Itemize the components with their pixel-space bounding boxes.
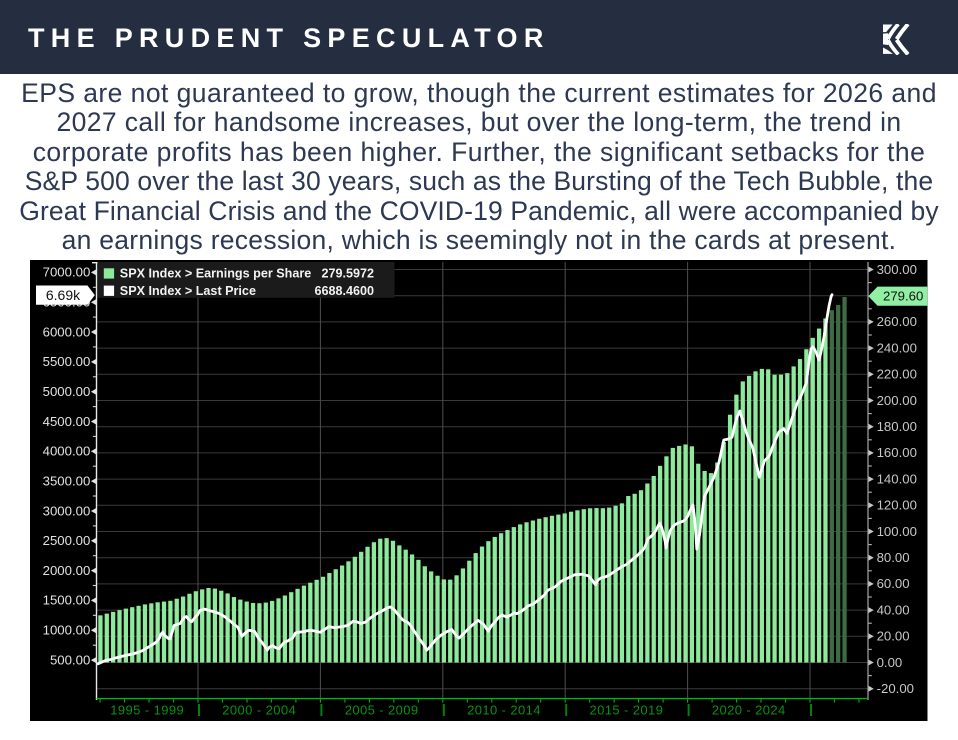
svg-text:4000.00: 4000.00 — [43, 444, 91, 459]
svg-text:120.00: 120.00 — [877, 498, 917, 513]
svg-text:160.00: 160.00 — [877, 445, 917, 460]
svg-text:1000.00: 1000.00 — [43, 623, 91, 638]
svg-text:2500.00: 2500.00 — [43, 533, 91, 548]
svg-text:2005 - 2009: 2005 - 2009 — [345, 703, 419, 718]
svg-text:-20.00: -20.00 — [877, 681, 914, 696]
svg-text:20.00: 20.00 — [877, 629, 910, 644]
svg-text:220.00: 220.00 — [877, 367, 917, 382]
svg-text:3000.00: 3000.00 — [43, 503, 91, 518]
svg-text:2000.00: 2000.00 — [43, 563, 91, 578]
svg-text:6688.4600: 6688.4600 — [314, 284, 374, 298]
svg-text:60.00: 60.00 — [877, 576, 910, 591]
svg-text:5000.00: 5000.00 — [43, 384, 91, 399]
svg-text:2020 - 2024: 2020 - 2024 — [712, 703, 786, 718]
svg-text:SPX Index > Earnings per Share: SPX Index > Earnings per Share — [120, 267, 311, 281]
svg-text:180.00: 180.00 — [877, 419, 917, 434]
svg-text:100.00: 100.00 — [877, 524, 917, 539]
svg-text:1995 - 1999: 1995 - 1999 — [110, 703, 184, 718]
svg-text:SPX Index > Last Price: SPX Index > Last Price — [120, 284, 256, 298]
svg-text:240.00: 240.00 — [877, 340, 917, 355]
svg-text:0.00: 0.00 — [877, 655, 903, 670]
svg-text:40.00: 40.00 — [877, 602, 910, 617]
svg-text:260.00: 260.00 — [877, 314, 917, 329]
svg-text:2000 - 2004: 2000 - 2004 — [222, 703, 296, 718]
svg-text:2015 - 2019: 2015 - 2019 — [590, 703, 664, 718]
svg-text:6.69k: 6.69k — [46, 287, 81, 303]
svg-text:2010 - 2014: 2010 - 2014 — [467, 703, 541, 718]
svg-text:5500.00: 5500.00 — [43, 354, 91, 369]
svg-text:279.60: 279.60 — [883, 288, 923, 303]
svg-text:140.00: 140.00 — [877, 471, 917, 486]
svg-text:7000.00: 7000.00 — [43, 265, 91, 280]
svg-text:500.00: 500.00 — [50, 652, 90, 667]
svg-text:3500.00: 3500.00 — [43, 473, 91, 488]
svg-text:279.5972: 279.5972 — [321, 267, 374, 281]
svg-text:6000.00: 6000.00 — [43, 324, 91, 339]
svg-text:300.00: 300.00 — [877, 262, 917, 277]
svg-text:80.00: 80.00 — [877, 550, 910, 565]
svg-text:4500.00: 4500.00 — [43, 414, 91, 429]
svg-text:1500.00: 1500.00 — [43, 593, 91, 608]
svg-text:200.00: 200.00 — [877, 393, 917, 408]
